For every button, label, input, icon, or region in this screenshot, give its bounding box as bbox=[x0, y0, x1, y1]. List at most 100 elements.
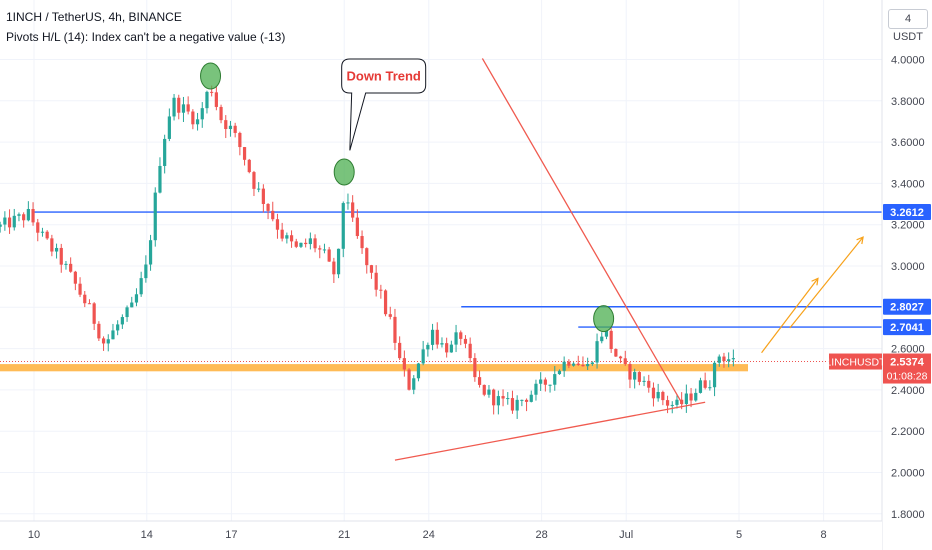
candle-body-101 bbox=[473, 358, 477, 378]
trendlines[interactable] bbox=[394, 58, 706, 461]
candle-body-85 bbox=[398, 342, 402, 359]
candle-body-80 bbox=[374, 272, 378, 290]
candle-body-13 bbox=[59, 247, 63, 265]
candle-51 bbox=[238, 131, 242, 156]
candle-25 bbox=[116, 320, 120, 336]
candle-body-63 bbox=[294, 241, 298, 247]
candle-53 bbox=[247, 158, 251, 174]
candle-body-155 bbox=[727, 359, 731, 362]
candle-body-67 bbox=[313, 238, 317, 249]
candle-body-24 bbox=[111, 330, 115, 340]
y-tick-label-11: 1.8000 bbox=[891, 509, 925, 521]
candle-body-134 bbox=[628, 364, 632, 380]
candle-body-15 bbox=[69, 263, 73, 272]
candle-body-73 bbox=[341, 203, 345, 249]
candle-body-65 bbox=[304, 242, 308, 245]
candle-body-23 bbox=[106, 339, 110, 344]
candle-91 bbox=[426, 342, 430, 357]
candle-body-131 bbox=[614, 349, 618, 357]
candle-body-129 bbox=[604, 330, 609, 337]
candle-69 bbox=[322, 243, 327, 254]
projection-arrow-shaft-1 bbox=[789, 236, 864, 329]
x-tick-label-0: 10 bbox=[28, 529, 40, 541]
candle-body-49 bbox=[228, 125, 233, 130]
candle-body-153 bbox=[717, 356, 721, 363]
candle-87 bbox=[407, 368, 411, 391]
level-label-bg-2 bbox=[883, 319, 931, 336]
candle-body-140 bbox=[656, 391, 660, 399]
candle-60 bbox=[280, 222, 284, 242]
candle-body-100 bbox=[468, 343, 472, 359]
level-label-bg-1 bbox=[883, 298, 931, 315]
candle-136 bbox=[637, 371, 641, 386]
candle-70 bbox=[327, 246, 331, 262]
candle-81 bbox=[379, 284, 383, 299]
y-tick-label-0: 4.0000 bbox=[891, 55, 925, 67]
candle-116 bbox=[543, 377, 547, 392]
candle-body-146 bbox=[684, 393, 688, 404]
candle-body-106 bbox=[496, 396, 500, 406]
time-axis[interactable]: 10 14 17 21 24 28 Jul 5 8 bbox=[28, 529, 827, 541]
x-tick-label-6: Jul bbox=[619, 529, 633, 541]
candle-body-84 bbox=[393, 316, 397, 343]
candle-body-123 bbox=[576, 363, 580, 365]
candle-112 bbox=[524, 398, 529, 412]
candle-128 bbox=[600, 332, 604, 344]
candle-body-137 bbox=[642, 380, 646, 382]
candle-body-127 bbox=[595, 341, 599, 363]
candle-135 bbox=[633, 368, 637, 389]
pivot-markers[interactable] bbox=[200, 62, 615, 333]
candle-body-104 bbox=[487, 389, 491, 395]
candle-body-86 bbox=[402, 358, 406, 370]
candle-body-154 bbox=[722, 356, 726, 362]
y-tick-label-8: 2.4000 bbox=[891, 385, 925, 397]
candle-body-14 bbox=[64, 263, 68, 265]
chart-title: 1INCH / TetherUS, 4h, BINANCE bbox=[6, 10, 182, 24]
candle-24 bbox=[111, 323, 115, 340]
candle-body-126 bbox=[590, 362, 594, 364]
candle-body-116 bbox=[543, 379, 547, 385]
trendline-0 bbox=[481, 58, 684, 405]
candle-body-44 bbox=[205, 91, 209, 109]
unit-selector[interactable]: 4 USDT bbox=[888, 9, 928, 43]
candle-96 bbox=[449, 340, 453, 353]
x-tick-label-7: 5 bbox=[736, 529, 742, 541]
candle-body-83 bbox=[388, 314, 392, 317]
candle-body-91 bbox=[426, 344, 430, 350]
y-tick-label-2: 3.6000 bbox=[891, 137, 925, 149]
candle-body-51 bbox=[238, 132, 242, 148]
candle-body-105 bbox=[492, 389, 496, 406]
candle-142 bbox=[665, 395, 670, 414]
candle-77 bbox=[360, 230, 364, 254]
candle-body-54 bbox=[252, 172, 256, 189]
down-trend-callout[interactable]: Down Trend bbox=[341, 58, 427, 151]
candle-74 bbox=[346, 193, 350, 210]
candle-64 bbox=[299, 242, 303, 249]
candle-body-113 bbox=[529, 394, 533, 402]
candle-109 bbox=[510, 390, 515, 414]
projection-arrows[interactable] bbox=[761, 236, 864, 354]
candle-4 bbox=[17, 212, 21, 222]
candle-body-71 bbox=[332, 261, 336, 275]
candle-body-78 bbox=[365, 248, 369, 266]
candle-body-90 bbox=[421, 349, 425, 364]
candle-9 bbox=[40, 227, 45, 237]
candle-42 bbox=[195, 112, 200, 131]
candle-body-107 bbox=[501, 396, 505, 399]
symbol-tag-bg bbox=[829, 353, 882, 370]
candle-124 bbox=[581, 356, 585, 367]
candle-126 bbox=[590, 361, 594, 366]
candle-body-102 bbox=[477, 377, 482, 385]
candle-body-61 bbox=[285, 235, 289, 239]
candle-113 bbox=[529, 390, 533, 403]
x-tick-label-2: 17 bbox=[225, 529, 237, 541]
candle-97 bbox=[454, 324, 458, 353]
candle-body-20 bbox=[92, 303, 96, 324]
y-tick-label-5: 3.0000 bbox=[891, 261, 925, 273]
candle-body-18 bbox=[83, 294, 87, 304]
candle-body-31 bbox=[144, 264, 148, 279]
pivot-marker-2 bbox=[593, 305, 615, 333]
candle-73 bbox=[341, 201, 345, 258]
candle-body-132 bbox=[618, 356, 623, 359]
